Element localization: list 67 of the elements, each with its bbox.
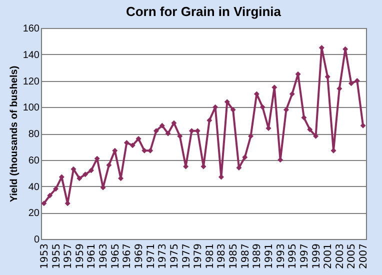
x-tick-label: 1959 [74, 244, 86, 269]
x-tick-label: 1991 [264, 244, 275, 269]
point [289, 91, 295, 97]
y-tick-label: 0 [34, 234, 40, 246]
point [47, 192, 53, 198]
point [88, 168, 94, 174]
x-tick-label: 2003 [334, 244, 346, 269]
point [360, 122, 366, 128]
x-tick-label: 1989 [252, 244, 264, 269]
x-tick-label: 1993 [276, 244, 287, 269]
x-tick-label: 1981 [204, 244, 216, 269]
x-tick-label: 1969 [134, 244, 145, 269]
chart-title: Corn for Grain in Virginia [126, 4, 282, 19]
point [171, 120, 177, 126]
x-tick-label: 1965 [110, 244, 122, 269]
x-tick-label: 1967 [122, 244, 134, 269]
y-tick-label: 40 [28, 182, 40, 193]
point [242, 154, 248, 160]
point [82, 172, 88, 178]
y-tick-label: 140 [22, 50, 40, 61]
x-tick-label: 1955 [51, 244, 62, 269]
x-tick-label: 1983 [216, 244, 228, 269]
point [307, 126, 313, 132]
x-tick-label: 1999 [311, 244, 322, 269]
point [354, 78, 360, 84]
x-tick-label: 1963 [98, 244, 110, 269]
x-tick-label: 2007 [358, 244, 370, 269]
point [148, 148, 154, 154]
point [188, 128, 194, 134]
y-tick-label: 100 [22, 102, 40, 114]
x-tick-label: 1979 [193, 244, 204, 269]
point [136, 136, 142, 142]
x-tick-label: 1973 [158, 244, 169, 269]
point [177, 133, 183, 139]
point [283, 107, 289, 112]
x-tick-label: 1971 [146, 244, 157, 269]
point [41, 200, 47, 206]
x-tick-label: 1961 [86, 244, 98, 269]
point [260, 104, 266, 110]
point [348, 80, 354, 86]
point [230, 107, 236, 112]
x-tick-label: 1985 [228, 244, 240, 269]
point [165, 130, 171, 136]
point [53, 186, 59, 192]
x-tick-label: 2001 [323, 244, 334, 269]
x-tick-label: 1953 [39, 244, 50, 269]
point [124, 140, 130, 146]
y-tick-label: 60 [28, 155, 40, 166]
x-tick-label: 1975 [169, 244, 180, 269]
x-tick-label: 1995 [288, 244, 299, 269]
point [106, 162, 112, 168]
point [336, 86, 342, 92]
y-tick-label: 160 [22, 24, 40, 34]
y-tick-label: 120 [22, 76, 40, 88]
x-tick-label: 1977 [181, 244, 192, 269]
x-tick-label: 1957 [63, 244, 74, 269]
y-tick-label: 20 [28, 208, 40, 220]
x-tick-label: 1997 [299, 244, 310, 269]
point [130, 142, 136, 148]
point [76, 176, 82, 182]
point [153, 128, 159, 134]
y-tick-label: 80 [28, 129, 40, 140]
y-axis-title: Yield (thousands of bushels) [8, 66, 20, 202]
x-tick-label: 1987 [240, 244, 252, 269]
point [248, 133, 254, 139]
point [159, 122, 165, 128]
x-tick-label: 2005 [346, 244, 358, 269]
